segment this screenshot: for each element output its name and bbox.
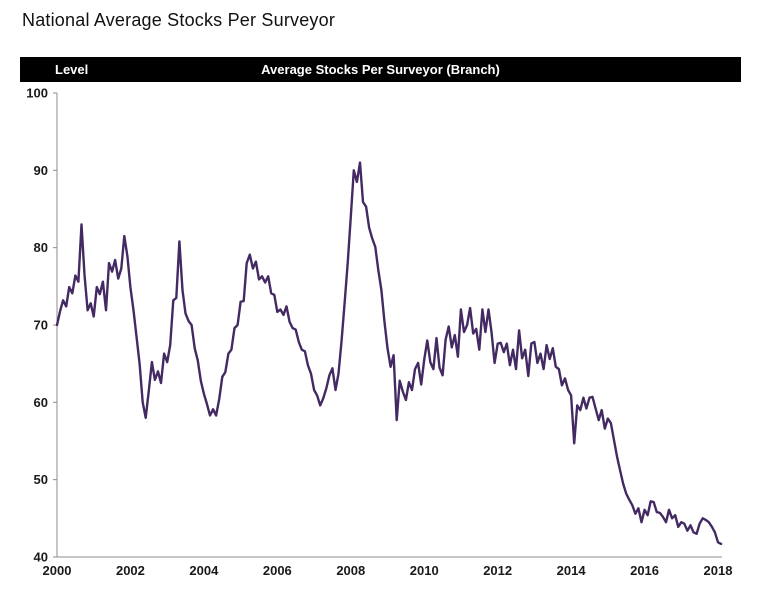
x-tick-label: 2002 — [116, 563, 145, 578]
y-tick-label: 80 — [34, 240, 48, 255]
x-tick-label: 2014 — [557, 563, 587, 578]
x-tick-label: 2010 — [410, 563, 439, 578]
y-tick-label: 50 — [34, 472, 48, 487]
x-tick-label: 2000 — [43, 563, 72, 578]
x-tick-label: 2004 — [189, 563, 219, 578]
x-tick-label: 2016 — [630, 563, 659, 578]
page-title: National Average Stocks Per Surveyor — [22, 10, 336, 30]
x-tick-label: 2008 — [336, 563, 365, 578]
y-tick-label: 70 — [34, 318, 48, 333]
x-tick-label: 2012 — [483, 563, 512, 578]
series-line — [55, 161, 723, 546]
y-tick-label: 40 — [34, 550, 48, 565]
y-axis-unit-label: Level — [55, 62, 89, 77]
y-tick-label: 90 — [34, 163, 48, 178]
x-tick-label: 2006 — [263, 563, 292, 578]
y-tick-label: 60 — [34, 395, 48, 410]
chart-title: Average Stocks Per Surveyor (Branch) — [261, 62, 500, 77]
x-tick-label: 2018 — [704, 563, 733, 578]
y-tick-label: 100 — [26, 86, 48, 101]
chart-header-bar: Level Average Stocks Per Surveyor (Branc… — [20, 57, 741, 82]
